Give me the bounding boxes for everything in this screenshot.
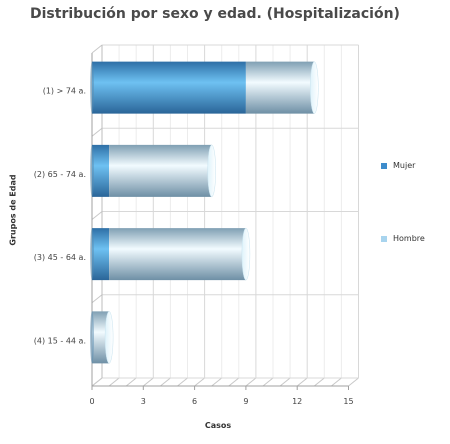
floor-gridline [348, 377, 359, 387]
x-tick-label: 3 [141, 397, 146, 406]
bar-mujer[interactable] [92, 144, 110, 197]
x-tick-label: 9 [243, 397, 248, 406]
bar-end-cap [241, 227, 251, 281]
bar-start-cap [90, 144, 94, 197]
floor-gridline [296, 377, 308, 387]
floor-gridline [177, 377, 188, 387]
legend-label-mujer: Mujer [393, 161, 416, 170]
floor-gridline [279, 377, 291, 387]
x-tick-label: 12 [292, 397, 302, 406]
legend-swatch-hombre [381, 235, 387, 242]
legend-item-mujer[interactable]: Mujer [381, 161, 415, 170]
bar-mujer[interactable] [92, 61, 246, 114]
bar-hombre[interactable] [109, 228, 246, 281]
axis-labels: 0 3 6 9 12 15 (1) > 74 a. (2) 65 - 74 a. (3) 45 … [34, 87, 354, 406]
bars [90, 61, 319, 364]
floor-gridline [211, 377, 223, 387]
bar-hombre[interactable] [245, 61, 315, 114]
side-gridline [91, 127, 103, 137]
y-tick-label: (3) 45 - 64 a. [34, 253, 86, 262]
x-tick-label: 0 [89, 397, 94, 406]
legend-item-hombre[interactable]: Hombre [381, 234, 425, 243]
floor-gridline [331, 377, 342, 387]
legend-label-hombre: Hombre [393, 234, 425, 243]
side-gridline [91, 44, 103, 54]
x-tick-label: 15 [343, 397, 353, 406]
floor-gridline [245, 377, 257, 387]
floor-gridline [313, 377, 325, 387]
floor-gridline [194, 377, 205, 387]
chart-title: Distribución por sexo y edad. (Hospitali… [30, 6, 400, 22]
floor-gridline [108, 377, 120, 387]
y-tick-label: (2) 65 - 74 a. [34, 170, 86, 179]
x-axis-title: Casos [204, 421, 232, 430]
bar-end-cap [104, 311, 114, 364]
floor-gridline [262, 377, 274, 387]
bar-hombre[interactable] [109, 144, 212, 197]
side-gridline [91, 294, 103, 304]
bar-mujer[interactable] [92, 228, 110, 281]
bar-start-cap [90, 61, 94, 114]
bar-start-cap [90, 228, 94, 281]
legend-swatch-mujer [381, 162, 387, 169]
floor-gridline [228, 377, 240, 387]
floor-gridline [160, 377, 171, 387]
x-tick-label: 6 [192, 397, 197, 406]
y-tick-label: (1) > 74 a. [43, 87, 86, 96]
bar-start-cap [90, 311, 94, 364]
bar-end-cap [310, 61, 319, 114]
y-tick-label: (4) 15 - 44 a. [34, 336, 86, 345]
side-gridline [91, 211, 103, 220]
side-gridline [91, 377, 103, 387]
floor-gridline [125, 377, 137, 387]
bar-end-cap [207, 144, 216, 198]
bar-hombre[interactable] [92, 311, 110, 364]
floor-gridline [142, 377, 154, 387]
